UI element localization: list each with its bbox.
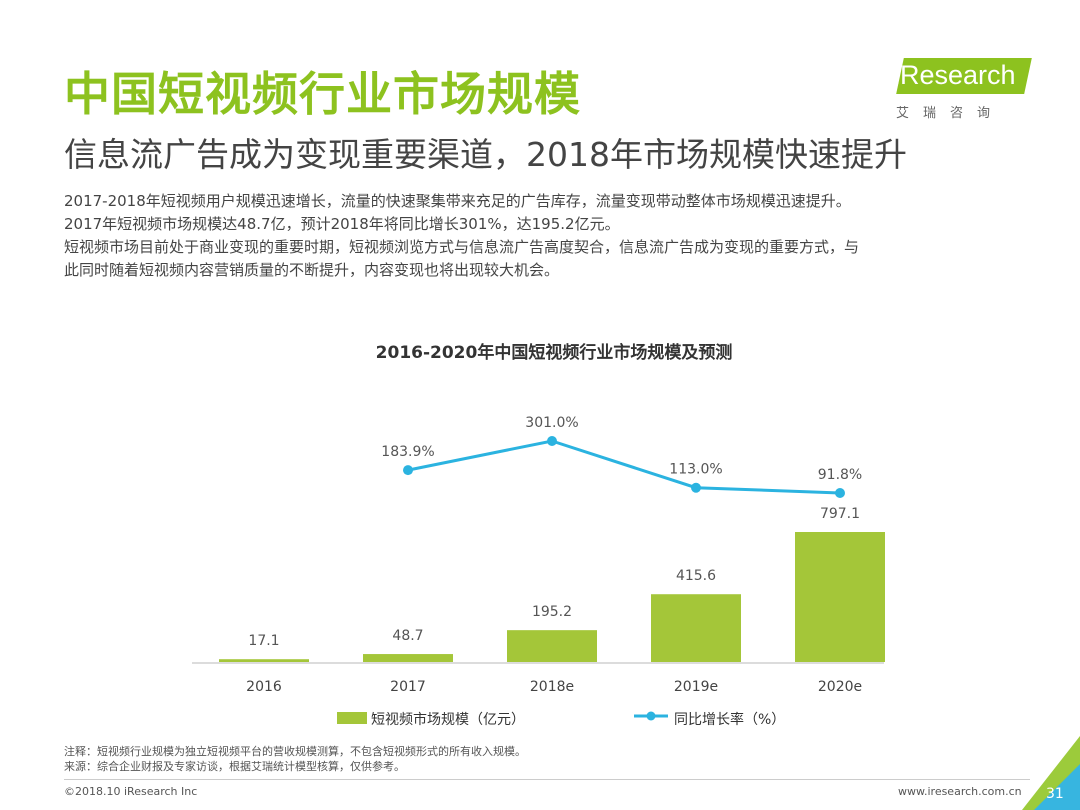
line-series: 183.9% 301.0% 113.0% 91.8% — [381, 415, 862, 498]
summary-text: 2017-2018年短视频用户规模迅速增长，流量的快速聚集带来充足的广告库存，流… — [64, 190, 1034, 282]
bar-2019e — [651, 594, 741, 662]
x-axis-ticks: 2016 2017 2018e 2019e 2020e — [246, 679, 862, 695]
growth-rate-label: 301.0% — [525, 415, 578, 431]
x-tick-label: 2018e — [530, 679, 574, 695]
growth-rate-label: 113.0% — [669, 462, 722, 478]
summary-line-1: 2017-2018年短视频用户规模迅速增长，流量的快速聚集带来充足的广告库存，流… — [64, 192, 851, 210]
legend-line-label: 同比增长率（%） — [674, 711, 785, 728]
legend-bar-label: 短视频市场规模（亿元） — [371, 711, 525, 728]
bar-value-label: 195.2 — [532, 604, 572, 620]
growth-rate-label: 91.8% — [818, 467, 862, 483]
bar-2018e — [507, 630, 597, 662]
page-number: 31 — [1046, 786, 1064, 802]
website-link[interactable]: www.iresearch.com.cn — [898, 785, 1022, 798]
growth-rate-point — [691, 482, 701, 493]
note-text: 注释：短视频行业规模为独立短视频平台的营收规模测算，不包含短视频形式的所有收入规… — [64, 745, 526, 758]
copyright-text: ©2018.10 iResearch Inc — [64, 785, 198, 798]
legend-bar-swatch — [337, 712, 367, 724]
logo-wordmark: iResearch — [894, 60, 1016, 90]
bar-2020e — [795, 532, 885, 662]
bar-value-label: 797.1 — [820, 506, 860, 522]
x-tick-label: 2017 — [390, 679, 426, 695]
chart-notes: 注释：短视频行业规模为独立短视频平台的营收规模测算，不包含短视频形式的所有收入规… — [64, 744, 526, 774]
source-text: 来源：综合企业财报及专家访谈，根据艾瑞统计模型核算，仅供参考。 — [64, 760, 405, 773]
iresearch-logo: iResearch 艾瑞咨询 — [884, 56, 1034, 126]
footer-divider — [64, 779, 1030, 780]
bar-series: 17.1 48.7 195.2 415.6 797.1 — [219, 506, 885, 662]
chart-title: 2016-2020年中国短视频行业市场规模及预测 — [376, 342, 733, 363]
summary-line-2: 2017年短视频市场规模达48.7亿，预计2018年将同比增长301%，达195… — [64, 215, 620, 233]
bar-2016 — [219, 659, 309, 662]
summary-line-4: 此同时随着短视频内容营销质量的不断提升，内容变现也将出现较大机会。 — [64, 261, 560, 279]
corner-blue-triangle — [1034, 764, 1080, 810]
growth-rate-point — [547, 436, 557, 446]
page-subtitle: 信息流广告成为变现重要渠道，2018年市场规模快速提升 — [64, 135, 907, 174]
summary-line-3: 短视频市场目前处于商业变现的重要时期，短视频浏览方式与信息流广告高度契合，信息流… — [64, 238, 860, 256]
x-tick-label: 2019e — [674, 679, 718, 695]
logo-chinese-name: 艾瑞咨询 — [896, 106, 1005, 121]
bar-value-label: 415.6 — [676, 568, 716, 584]
bar-2017 — [363, 654, 453, 662]
bar-value-label: 17.1 — [248, 633, 279, 649]
growth-rate-point — [403, 465, 413, 476]
legend-line-marker — [646, 711, 656, 721]
growth-rate-label: 183.9% — [381, 444, 434, 460]
chart-legend: 短视频市场规模（亿元） 同比增长率（%） — [337, 711, 785, 728]
bar-value-label: 48.7 — [392, 628, 423, 644]
page-title: 中国短视频行业市场规模 — [64, 67, 581, 121]
corner-decoration — [1022, 736, 1080, 810]
growth-rate-line — [407, 439, 841, 495]
market-size-chart: 2016-2020年中国短视频行业市场规模及预测 17.1 48.7 195.2 41… — [192, 342, 885, 728]
growth-rate-point — [835, 488, 845, 498]
x-tick-label: 2020e — [818, 679, 862, 695]
x-tick-label: 2016 — [246, 679, 282, 695]
